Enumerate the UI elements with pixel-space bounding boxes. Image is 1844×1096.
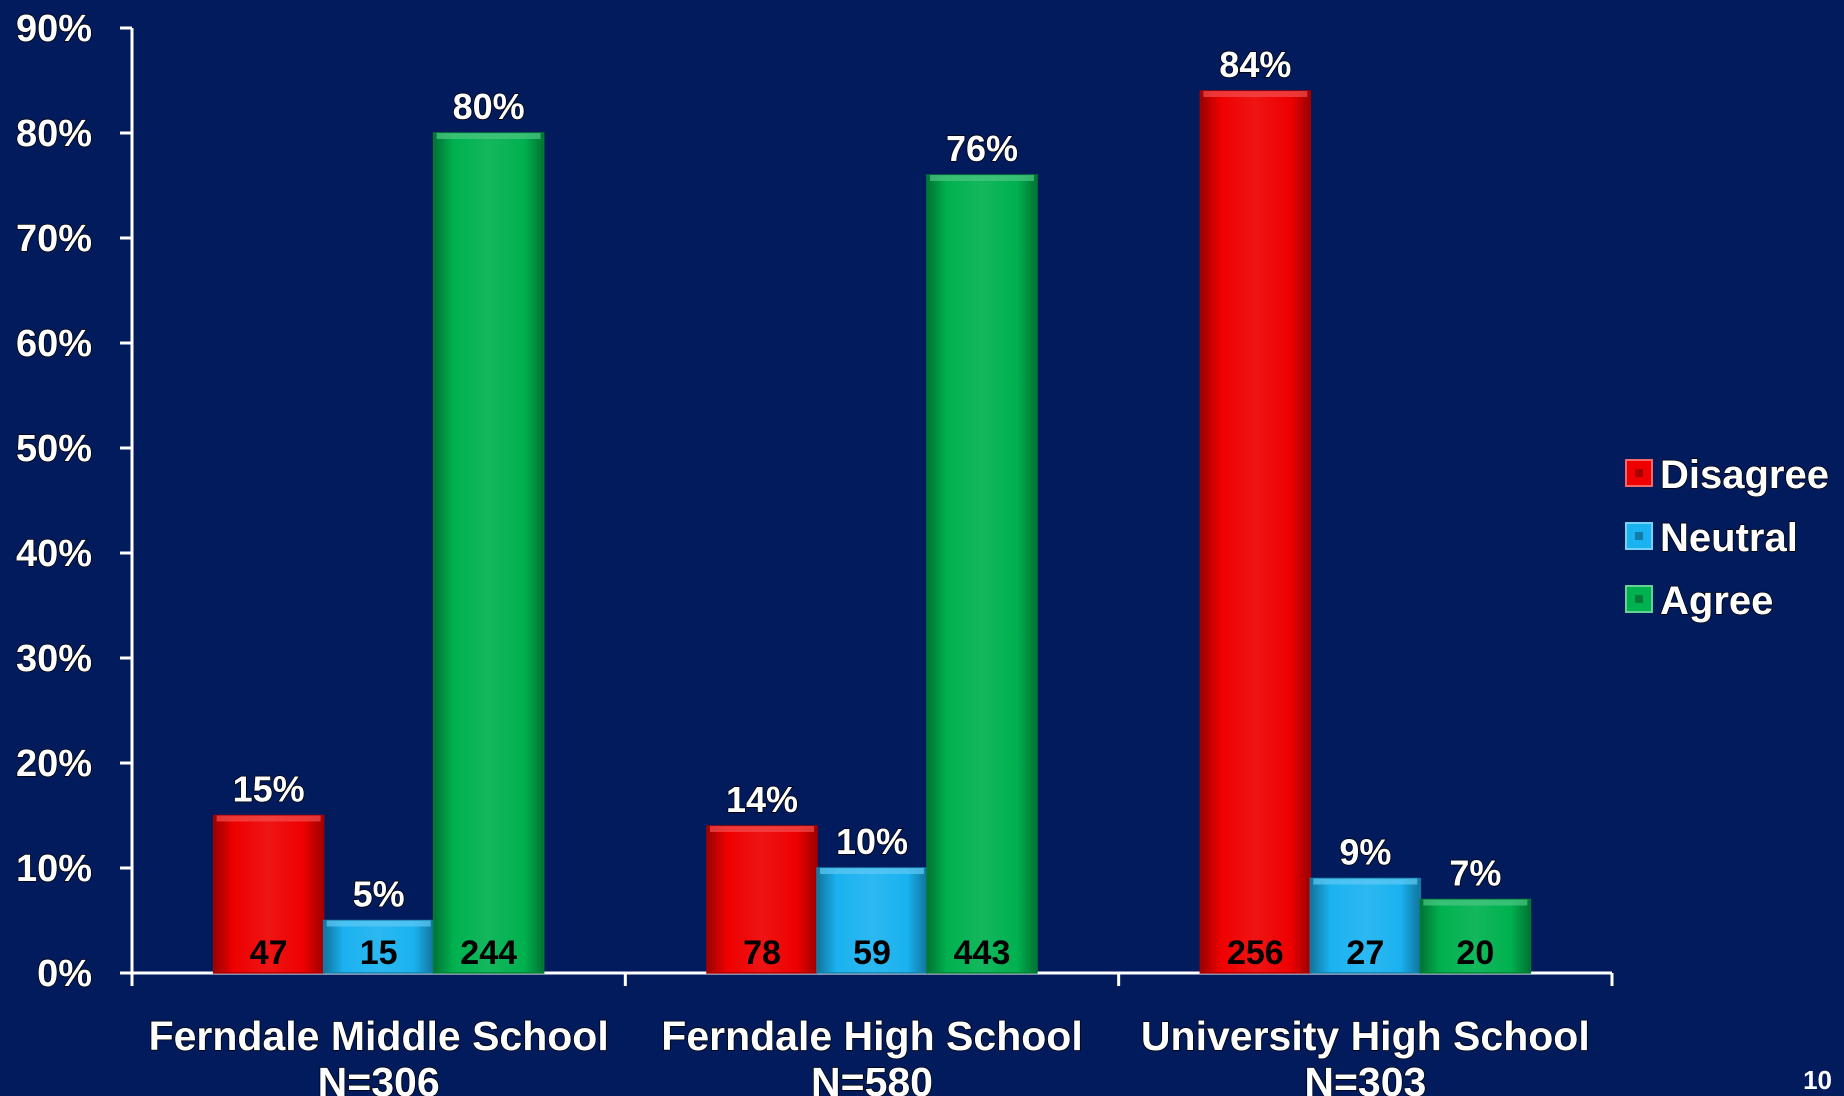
bar-disagree <box>1199 90 1312 974</box>
bar-top-highlight <box>820 868 924 874</box>
bar-top-highlight <box>710 826 814 832</box>
y-tick-label: 90% <box>16 8 92 50</box>
x-category-sublabel: N=306 <box>318 1059 440 1096</box>
bar-count-label: 15 <box>360 934 398 972</box>
bar-count-label: 20 <box>1456 934 1494 972</box>
legend-label-disagree: Disagree <box>1660 453 1829 497</box>
y-tick-label: 0% <box>37 953 92 995</box>
bar-value-label: 9% <box>1339 832 1391 873</box>
bar-value-label: 15% <box>233 769 305 810</box>
x-category-label: Ferndale Middle School <box>149 1013 609 1059</box>
bar-agree <box>432 132 545 974</box>
y-tick-label: 80% <box>16 113 92 155</box>
bar-count-label: 27 <box>1346 934 1384 972</box>
bar-neutral <box>816 867 928 974</box>
bar-top-highlight <box>326 920 431 927</box>
y-tick-label: 10% <box>16 848 92 890</box>
y-tick-label: 20% <box>16 743 92 785</box>
bar-agree <box>926 174 1038 974</box>
x-category-sublabel: N=580 <box>811 1059 933 1096</box>
y-tick-label: 70% <box>16 218 92 260</box>
bar-count-label: 256 <box>1227 934 1284 972</box>
bar-top-highlight <box>216 815 321 822</box>
bar-neutral <box>1309 877 1422 974</box>
bar-value-label: 14% <box>726 779 798 820</box>
bar-count-label: 59 <box>853 934 891 972</box>
bar-value-label: 84% <box>1219 44 1291 85</box>
legend: Disagree Neutral Agree <box>1625 452 1830 624</box>
bar-count-label: 78 <box>743 934 781 972</box>
y-tick-label: 50% <box>16 428 92 470</box>
bar-value-label: 76% <box>946 128 1018 169</box>
bar-top-highlight <box>1203 91 1308 97</box>
bar-top-highlight <box>436 133 541 139</box>
bar-value-label: 80% <box>453 86 525 127</box>
bar-disagree <box>212 814 325 974</box>
x-category-label: Ferndale High School <box>661 1013 1082 1059</box>
y-tick-label: 60% <box>16 323 92 365</box>
bar-disagree <box>706 825 818 974</box>
bar-value-label: 7% <box>1449 853 1501 894</box>
bar-count-label: 443 <box>954 934 1011 972</box>
legend-swatch-inner <box>1635 532 1643 540</box>
bar-value-label: 10% <box>836 821 908 862</box>
legend-swatch-inner <box>1635 595 1643 603</box>
x-category-sublabel: N=303 <box>1304 1059 1426 1096</box>
bars: 15% 47 5% 15 80% 244 14% 78 10% 59 76% 443 84% 256 9% 2… <box>212 43 1532 974</box>
bar-agree <box>1419 898 1532 974</box>
y-tick-label: 40% <box>16 533 92 575</box>
bar-top-highlight <box>1313 878 1418 885</box>
bar-top-highlight <box>930 175 1034 181</box>
bar-count-label: 47 <box>250 934 288 972</box>
bar-value-label: 5% <box>353 874 405 915</box>
y-tick-label: 30% <box>16 638 92 680</box>
legend-label-neutral: Neutral <box>1660 516 1798 560</box>
bar-count-label: 244 <box>460 934 517 972</box>
legend-swatch-inner <box>1635 469 1643 477</box>
bar-neutral <box>322 919 435 974</box>
bar-top-highlight <box>1423 899 1528 906</box>
x-category-label: University High School <box>1141 1013 1590 1059</box>
legend-label-agree: Agree <box>1660 579 1773 623</box>
y-axis: 0% 10% 20% 30% 40% 50% 60% 70% 80% 90% <box>15 7 134 996</box>
page-number: 10 <box>1803 1065 1832 1095</box>
